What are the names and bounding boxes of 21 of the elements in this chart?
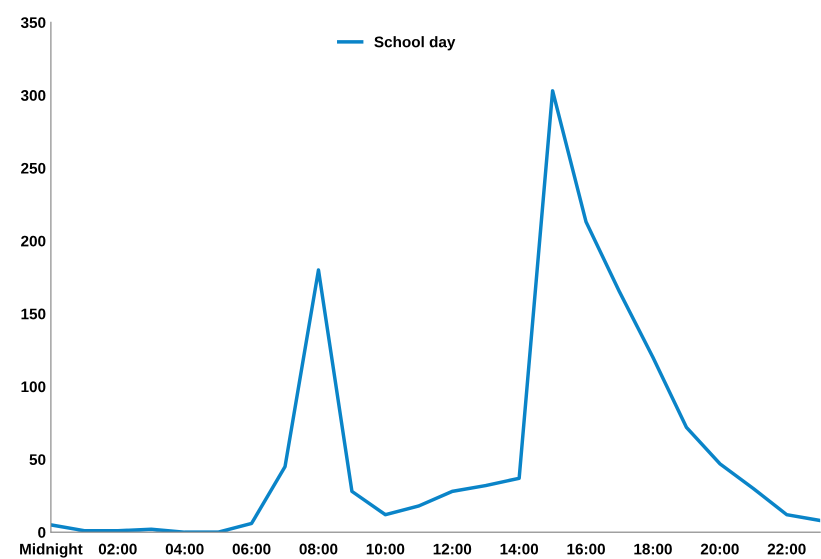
x-tick-label: 16:00 [567, 544, 605, 554]
x-tick-label: 08:00 [300, 544, 338, 554]
y-tick-label: 0 [38, 527, 46, 538]
x-tick-label: 20:00 [700, 544, 739, 554]
y-tick-label: 100 [22, 381, 46, 392]
x-tick-label: 22:00 [768, 544, 806, 554]
y-tick-label: 300 [20, 90, 46, 101]
y-tick-label: 50 [30, 454, 46, 466]
legend-label: School day [374, 36, 456, 50]
x-tick-label: Midnight [20, 543, 83, 558]
x-tick-label: 02:00 [98, 544, 137, 554]
x-tick-label: 14:00 [500, 544, 538, 554]
y-tick-label: 350 [20, 17, 46, 28]
x-tick-label: 10:00 [366, 544, 404, 554]
y-tick-label: 250 [21, 162, 46, 174]
x-tick-label: 12:00 [434, 544, 472, 554]
y-tick-label: 150 [22, 308, 46, 320]
y-tick-label: 200 [21, 236, 46, 247]
x-tick-label: 04:00 [166, 544, 204, 554]
x-tick-label: 18:00 [634, 544, 672, 554]
x-tick-label: 06:00 [232, 544, 270, 554]
